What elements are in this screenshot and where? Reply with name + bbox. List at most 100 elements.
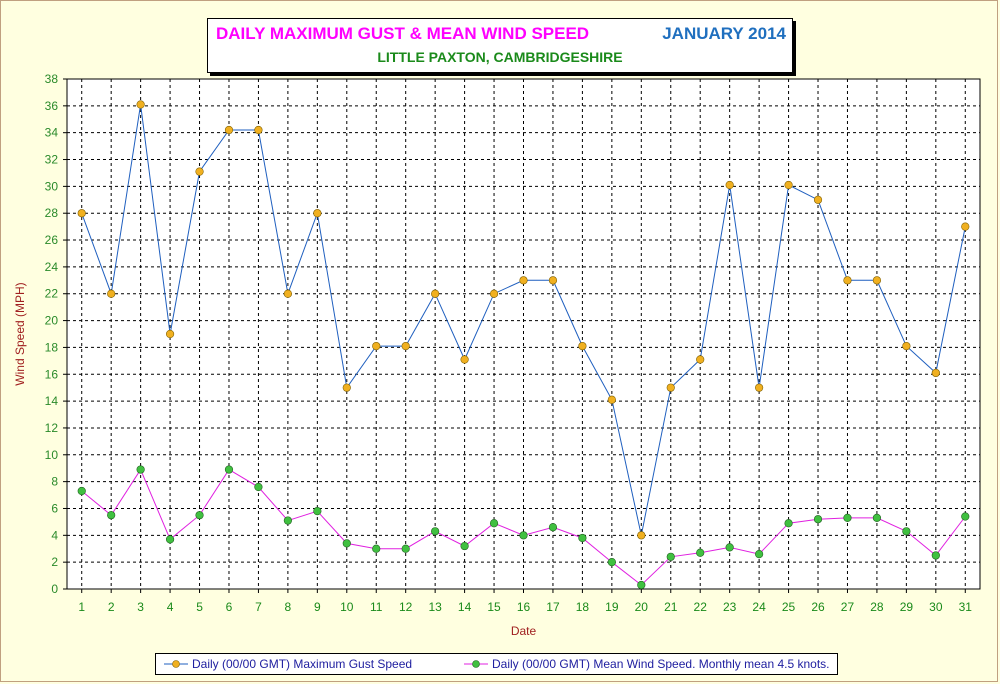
x-tick-label: 16 [517, 600, 531, 614]
data-point-mean [401, 544, 410, 553]
y-tick-label: 28 [45, 206, 59, 220]
data-point-mean [254, 482, 263, 492]
data-point-gust [224, 125, 234, 135]
y-tick-label: 34 [45, 126, 59, 140]
x-tick-label: 17 [546, 600, 560, 614]
x-axis-label: Date [511, 624, 537, 638]
data-point-mean [519, 531, 528, 540]
x-tick-label: 8 [285, 600, 292, 614]
data-point-mean [872, 513, 882, 522]
x-tick-label: 1 [78, 600, 85, 614]
data-point-mean [195, 511, 204, 520]
data-point-mean [902, 527, 911, 536]
y-tick-label: 6 [51, 501, 58, 515]
data-point-mean [342, 539, 351, 548]
data-point-mean [460, 541, 469, 551]
data-point-mean [843, 513, 852, 522]
y-tick-label: 14 [45, 394, 59, 408]
x-tick-label: 15 [487, 600, 501, 614]
data-point-mean [931, 551, 940, 560]
data-point-gust [931, 368, 940, 378]
x-tick-label: 29 [900, 600, 914, 614]
x-tick-label: 18 [576, 600, 590, 614]
data-point-gust [843, 276, 852, 285]
data-point-mean [961, 512, 970, 521]
y-tick-label: 20 [45, 314, 59, 328]
x-tick-label: 30 [929, 600, 943, 614]
y-tick-label: 22 [45, 287, 59, 301]
x-tick-label: 3 [137, 600, 144, 614]
data-point-mean [283, 516, 292, 525]
data-point-gust [107, 289, 116, 298]
y-tick-label: 18 [45, 340, 59, 354]
data-point-gust [431, 289, 440, 298]
x-tick-label: 9 [314, 600, 321, 614]
data-point-mean [489, 519, 499, 528]
data-point-gust [460, 355, 469, 364]
y-tick-label: 36 [45, 99, 59, 113]
y-tick-label: 0 [51, 582, 58, 596]
data-point-mean [607, 558, 616, 567]
data-point-gust [872, 276, 882, 285]
x-tick-label: 7 [255, 600, 262, 614]
y-tick-label: 10 [45, 448, 59, 462]
x-tick-label: 24 [752, 600, 766, 614]
chart-period: JANUARY 2014 [662, 24, 786, 43]
data-point-mean [696, 548, 705, 557]
data-point-gust [696, 355, 705, 364]
legend-gust-marker-icon [164, 660, 188, 668]
data-point-mean [313, 507, 322, 516]
y-tick-label: 12 [45, 421, 59, 435]
x-tick-label: 5 [196, 600, 203, 614]
data-point-gust [489, 289, 499, 298]
y-tick-label: 24 [45, 260, 59, 274]
data-point-gust [519, 276, 528, 285]
x-tick-label: 28 [870, 600, 884, 614]
data-point-mean [755, 550, 764, 559]
x-tick-label: 4 [167, 600, 174, 614]
chart-title-box: DAILY MAXIMUM GUST & MEAN WIND SPEED JAN… [207, 18, 793, 73]
data-point-gust [283, 289, 292, 298]
data-point-gust [372, 341, 381, 351]
data-point-mean [136, 465, 145, 474]
y-tick-label: 30 [45, 179, 59, 193]
x-tick-label: 25 [782, 600, 796, 614]
x-tick-label: 22 [694, 600, 708, 614]
data-point-gust [725, 180, 734, 190]
data-point-gust [784, 180, 793, 190]
data-point-gust [77, 209, 86, 218]
data-point-mean [548, 523, 558, 532]
data-point-mean [666, 552, 675, 561]
data-point-mean [165, 535, 175, 544]
data-point-gust [165, 329, 175, 339]
chart-legend: Daily (00/00 GMT) Maximum Gust Speed Dai… [155, 653, 838, 675]
x-tick-label: 2 [108, 600, 115, 614]
data-point-mean [637, 580, 646, 590]
data-point-gust [195, 167, 204, 176]
legend-gust-label: Daily (00/00 GMT) Maximum Gust Speed [192, 657, 413, 671]
x-tick-label: 19 [605, 600, 619, 614]
data-point-mean [578, 533, 587, 543]
x-tick-label: 13 [428, 600, 442, 614]
data-point-mean [431, 527, 440, 536]
data-point-gust [637, 531, 646, 540]
legend-mean-label: Daily (00/00 GMT) Mean Wind Speed. Month… [492, 657, 830, 671]
x-tick-label: 11 [370, 600, 383, 614]
x-tick-label: 23 [723, 600, 737, 614]
x-tick-label: 21 [664, 600, 678, 614]
data-point-gust [401, 341, 410, 351]
data-point-gust [813, 195, 823, 204]
data-point-gust [578, 341, 587, 351]
legend-item-gust: Daily (00/00 GMT) Maximum Gust Speed [164, 657, 412, 671]
y-tick-label: 26 [45, 233, 59, 247]
chart-location: LITTLE PAXTON, CAMBRIDGESHIRE [377, 49, 623, 65]
x-tick-label: 10 [340, 600, 354, 614]
y-axis-label: Wind Speed (MPH) [13, 282, 27, 385]
y-tick-label: 8 [51, 475, 58, 489]
y-tick-label: 38 [45, 72, 59, 86]
x-tick-label: 14 [458, 600, 472, 614]
data-point-gust [961, 222, 970, 231]
data-point-gust [136, 100, 145, 109]
data-point-gust [666, 383, 675, 392]
